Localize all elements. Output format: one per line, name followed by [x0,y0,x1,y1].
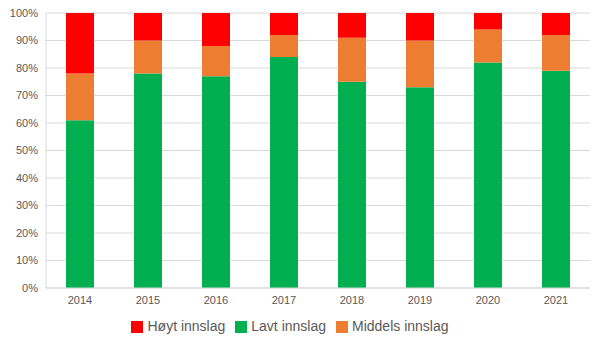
svg-text:2015: 2015 [136,294,160,306]
svg-text:2017: 2017 [272,294,296,306]
svg-text:2018: 2018 [340,294,364,306]
svg-text:2014: 2014 [68,294,92,306]
svg-text:100%: 100% [10,7,38,19]
html-text:Lavt innslag: Lavt innslag [251,318,326,334]
svg-text:50%: 50% [16,144,38,156]
svg-text:0%: 0% [22,282,38,294]
svg-text:20%: 20% [16,227,38,239]
svg-text:2021: 2021 [544,294,568,306]
html-text:Høyt innslag: Høyt innslag [147,318,226,334]
svg-text:10%: 10% [16,254,38,266]
svg-text:70%: 70% [16,89,38,101]
svg-text:30%: 30% [16,199,38,211]
svg-text:2019: 2019 [408,294,432,306]
svg-text:40%: 40% [16,172,38,184]
svg-text:2020: 2020 [476,294,500,306]
svg-text:90%: 90% [16,34,38,46]
svg-text:60%: 60% [16,117,38,129]
svg-text:80%: 80% [16,62,38,74]
html-text:Middels innslag: Middels innslag [352,318,449,334]
svg-text:2016: 2016 [204,294,228,306]
